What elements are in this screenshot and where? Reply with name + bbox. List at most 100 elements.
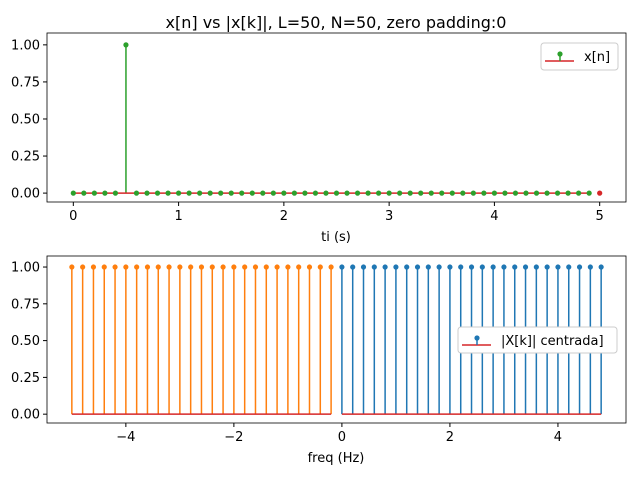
top-xlabel: ti (s) — [321, 230, 351, 245]
stem-marker — [270, 190, 276, 196]
stem-marker — [576, 190, 582, 196]
stem-marker — [393, 264, 399, 270]
stem-marker — [418, 190, 424, 196]
axes-frame — [46, 255, 627, 424]
y-tick-label: 0.00 — [11, 187, 40, 202]
stem-marker — [197, 190, 203, 196]
stem-marker — [220, 264, 226, 270]
x-tick-label: −2 — [224, 430, 243, 445]
stem-marker — [134, 264, 140, 270]
stem-marker — [565, 190, 571, 196]
stem-marker — [263, 264, 269, 270]
stem-marker — [407, 190, 413, 196]
stem-marker — [360, 264, 367, 270]
stem-marker — [386, 190, 392, 196]
y-tick-label: 0.50 — [11, 112, 40, 127]
bottom-axes: −4 −2 0 2 4 0.00 0.25 0.50 0.75 1.00 — [11, 255, 627, 445]
stem-marker — [209, 264, 215, 270]
legend-label: x[n] — [584, 50, 610, 65]
stem-marker — [198, 264, 205, 270]
extra-point — [597, 190, 603, 196]
stem-marker — [533, 190, 540, 196]
stem-marker — [425, 264, 431, 270]
stem-marker — [166, 264, 172, 270]
bottom-legend: |X[k]| centrada] — [457, 326, 618, 354]
stem-marker — [501, 264, 507, 270]
stem-marker — [252, 264, 259, 270]
x-tick-label: 0 — [69, 209, 77, 224]
stem-marker — [376, 190, 382, 196]
stem-marker — [260, 190, 266, 196]
stem-marker — [404, 264, 410, 270]
stem-marker — [70, 190, 76, 196]
stem-marker — [468, 264, 475, 270]
stem-marker — [554, 190, 561, 196]
x-tick-label: 4 — [554, 430, 562, 445]
stem-marker — [512, 190, 519, 196]
stem-marker — [544, 264, 550, 270]
stem-marker — [123, 264, 129, 270]
stem-marker — [296, 264, 302, 270]
stem-marker — [439, 190, 445, 196]
stem-marker — [90, 264, 97, 270]
stem-marker — [112, 190, 119, 196]
stem-marker — [155, 264, 161, 270]
stem-marker — [239, 190, 245, 196]
x-tick-label: 2 — [280, 209, 288, 224]
stem-marker — [447, 264, 453, 270]
y-tick-label: 1.00 — [11, 261, 40, 276]
y-tick-label: 0.50 — [11, 334, 40, 349]
stem-marker — [512, 264, 518, 270]
x-tick-label: 3 — [385, 209, 393, 224]
stem-marker — [544, 190, 550, 196]
bottom-xlabel: freq (Hz) — [308, 451, 365, 466]
stem-marker — [490, 264, 496, 270]
stem-marker — [218, 190, 224, 196]
stem-marker — [371, 264, 377, 270]
y-tick-label: 0.25 — [11, 371, 40, 386]
stem-marker — [382, 264, 388, 270]
stem-marker — [555, 264, 561, 270]
stem-marker — [242, 264, 248, 270]
stem-marker — [523, 190, 529, 196]
stem-marker — [460, 190, 466, 196]
stem-marker — [397, 190, 403, 196]
stem-marker — [165, 190, 171, 196]
stem-marker — [231, 264, 237, 270]
legend-marker-swatch — [474, 335, 480, 341]
stem-marker — [144, 264, 151, 270]
y-tick-label: 0.75 — [11, 75, 40, 90]
stem-marker — [102, 190, 108, 196]
stem-marker — [249, 190, 255, 196]
stem-marker — [566, 264, 572, 270]
x-tick-label: −4 — [116, 430, 135, 445]
stem-marker — [354, 190, 361, 196]
stem-marker — [188, 264, 194, 270]
y-tick-label: 1.00 — [11, 38, 40, 53]
stem-marker — [81, 190, 87, 196]
stem-marker — [323, 190, 329, 196]
stem-marker — [587, 264, 593, 270]
stem-marker — [576, 264, 583, 270]
stem-marker — [317, 264, 323, 270]
axes-frame — [46, 32, 627, 203]
x-tick-label: 2 — [446, 430, 454, 445]
stem-marker — [479, 264, 485, 270]
x-tick-label: 1 — [174, 209, 182, 224]
stem-marker — [458, 264, 464, 270]
stem-marker — [112, 264, 118, 270]
legend-label: |X[k]| centrada] — [501, 334, 604, 349]
stem-marker — [306, 264, 313, 270]
x-tick-label: 0 — [338, 430, 346, 445]
stem-marker — [144, 190, 150, 196]
stem-marker — [333, 190, 340, 196]
stem-marker — [228, 190, 234, 196]
stem-marker — [414, 264, 421, 270]
y-tick-label: 0.75 — [11, 297, 40, 312]
stem-marker — [449, 190, 455, 196]
stem-marker — [350, 264, 356, 270]
stem-marker — [502, 190, 508, 196]
x-tick-label: 4 — [490, 209, 498, 224]
stem-marker — [123, 42, 129, 48]
